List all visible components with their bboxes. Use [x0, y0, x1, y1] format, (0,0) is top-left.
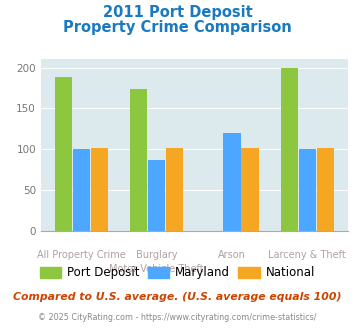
Bar: [148, 160, 165, 231]
Legend: Port Deposit, Maryland, National: Port Deposit, Maryland, National: [36, 262, 320, 284]
Text: Motor Vehicle Theft: Motor Vehicle Theft: [109, 264, 204, 274]
Bar: [55, 77, 72, 231]
Text: © 2025 CityRating.com - https://www.cityrating.com/crime-statistics/: © 2025 CityRating.com - https://www.city…: [38, 313, 317, 322]
Bar: [73, 149, 90, 231]
Text: All Property Crime: All Property Crime: [37, 250, 126, 260]
Text: Compared to U.S. average. (U.S. average equals 100): Compared to U.S. average. (U.S. average …: [13, 292, 342, 302]
Bar: [280, 68, 298, 231]
Text: Arson: Arson: [218, 250, 246, 260]
Bar: [130, 89, 147, 231]
Bar: [166, 148, 184, 231]
Bar: [299, 149, 316, 231]
Text: Property Crime Comparison: Property Crime Comparison: [63, 20, 292, 35]
Text: Larceny & Theft: Larceny & Theft: [268, 250, 346, 260]
Text: Burglary: Burglary: [136, 250, 178, 260]
Text: 2011 Port Deposit: 2011 Port Deposit: [103, 5, 252, 20]
Bar: [241, 148, 259, 231]
Bar: [91, 148, 108, 231]
Bar: [223, 133, 241, 231]
Bar: [317, 148, 334, 231]
